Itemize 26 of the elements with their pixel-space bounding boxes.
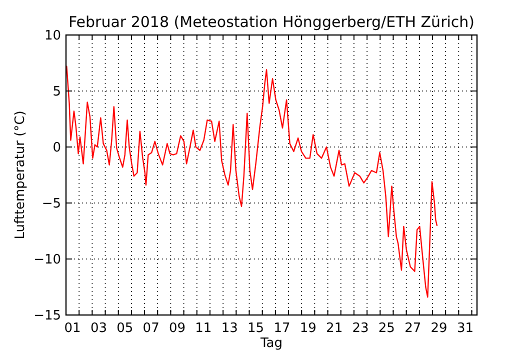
x-tick-label: 11 — [195, 321, 212, 336]
x-tick-label: 09 — [168, 321, 186, 336]
y-tick-label: −10 — [34, 252, 61, 268]
x-tick-label: 21 — [326, 321, 343, 336]
x-tick-label: 25 — [378, 321, 395, 336]
y-tick-label: 5 — [52, 84, 61, 100]
x-tick-label: 05 — [116, 321, 134, 336]
x-tick-label: 03 — [90, 321, 107, 336]
x-axis-title: Tag — [259, 336, 283, 350]
line-series — [66, 66, 438, 298]
x-tick-label: 27 — [404, 321, 422, 336]
x-tick-label: 01 — [64, 321, 81, 336]
x-tick-label: 31 — [456, 321, 474, 336]
x-tick-label: 07 — [142, 321, 160, 336]
y-tick-label: 10 — [44, 28, 61, 44]
x-tick-label: 23 — [352, 321, 369, 336]
y-tick-label: −5 — [42, 196, 61, 212]
y-tick-label: −15 — [34, 308, 61, 324]
y-axis-title: Lufttemperatur (°C) — [13, 110, 28, 240]
y-tick-label: 0 — [52, 140, 61, 156]
chart-title: Februar 2018 (Meteostation Hönggerberg/ETH Zürich) — [68, 13, 475, 31]
x-tick-label: 17 — [274, 321, 290, 336]
x-tick-label: 15 — [248, 321, 264, 336]
x-tick-label: 13 — [221, 321, 238, 336]
x-tick-label: 19 — [300, 321, 316, 336]
x-tick-label: 29 — [430, 321, 448, 336]
